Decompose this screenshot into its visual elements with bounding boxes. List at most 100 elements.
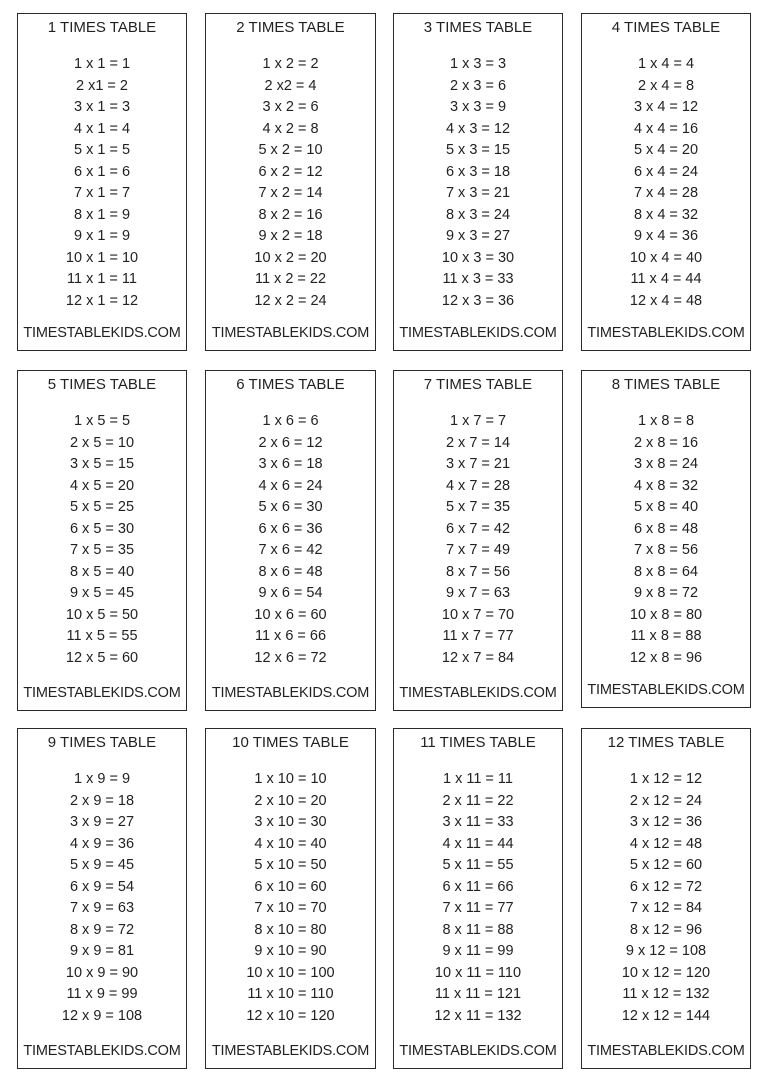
table-line: 7 x 12 = 84: [629, 900, 703, 917]
site-footer: TIMESTABLEKIDS.COM: [399, 1043, 557, 1059]
table-line: 10 x 8 = 80: [629, 606, 703, 623]
table-line: 12 x 9 = 108: [61, 1008, 143, 1025]
times-table-card: 10 TIMES TABLE 1 x 10 = 10 2 x 10 = 20 3 x …: [205, 728, 376, 1069]
table-line: 5 x 5 = 25: [69, 499, 135, 516]
table-line: 9 x 9 = 81: [69, 943, 135, 960]
table-line: 12 x 2 = 24: [254, 293, 327, 310]
site-footer: TIMESTABLEKIDS.COM: [211, 685, 370, 701]
table-line: 2 x 9 = 18: [69, 792, 135, 809]
table-line: 3 x 6 = 18: [258, 456, 323, 473]
table-line: 6 x 2 = 12: [258, 163, 323, 180]
site-footer: TIMESTABLEKIDS.COM: [211, 325, 370, 341]
table-line: 3 x 12 = 36: [629, 814, 703, 831]
table-line: 12 x 1 = 12: [65, 293, 139, 310]
table-line: 2 x1 = 2: [76, 77, 128, 94]
table-line: 6 x 8 = 48: [633, 520, 699, 537]
table-line: 2 x 11 = 22: [442, 792, 514, 809]
table-lines: 1 x 11 = 11 2 x 11 = 22 3 x 11 = 33 4 x 11 …: [394, 769, 562, 1028]
site-footer: TIMESTABLEKIDS.COM: [211, 1043, 370, 1059]
table-line: 4 x 4 = 16: [633, 120, 699, 137]
table-line: 8 x 8 = 64: [633, 563, 699, 580]
table-line: 3 x 9 = 27: [69, 814, 135, 831]
table-title: 10 TIMES TABLE: [232, 734, 349, 751]
table-line: 7 x 5 = 35: [69, 542, 135, 559]
table-line: 11 x 11 = 121: [434, 986, 522, 1003]
table-line: 7 x 7 = 49: [445, 542, 511, 559]
table-line: 11 x 12 = 132: [622, 986, 710, 1003]
table-title: 6 TIMES TABLE: [236, 376, 345, 393]
table-line: 6 x 1 = 6: [73, 163, 131, 180]
table-line: 6 x 5 = 30: [69, 520, 135, 537]
table-line: 8 x 2 = 16: [258, 206, 323, 223]
site-footer: TIMESTABLEKIDS.COM: [587, 682, 745, 698]
table-line: 6 x 10 = 60: [254, 878, 327, 895]
table-title: 7 TIMES TABLE: [423, 376, 533, 393]
table-line: 10 x 7 = 70: [441, 606, 515, 623]
times-table-card: 3 TIMES TABLE 1 x 3 = 3 2 x 3 = 6 3 x 3 = 9…: [393, 13, 563, 351]
table-line: 9 x 8 = 72: [633, 585, 699, 602]
table-lines: 1 x 6 = 6 2 x 6 = 12 3 x 6 = 18 4 x 6 = 24 5…: [206, 411, 375, 670]
site-footer: TIMESTABLEKIDS.COM: [23, 685, 181, 701]
table-line: 9 x 7 = 63: [445, 585, 511, 602]
table-title: 5 TIMES TABLE: [47, 376, 157, 393]
table-line: 8 x 3 = 24: [445, 206, 511, 223]
table-line: 4 x 5 = 20: [69, 477, 135, 494]
table-line: 1 x 1 = 1: [73, 56, 131, 72]
table-line: 9 x 4 = 36: [633, 228, 699, 245]
table-line: 2 x 3 = 6: [449, 77, 507, 94]
table-line: 6 x 6 = 36: [258, 520, 323, 537]
table-line: 10 x 4 = 40: [629, 249, 703, 266]
table-line: 8 x 10 = 80: [254, 921, 327, 938]
table-line: 8 x 9 = 72: [69, 921, 135, 938]
table-line: 12 x 4 = 48: [629, 293, 703, 310]
table-line: 4 x 9 = 36: [69, 835, 135, 852]
table-line: 2 x 5 = 10: [69, 434, 135, 451]
table-line: 3 x 1 = 3: [73, 99, 131, 116]
table-line: 4 x 7 = 28: [445, 477, 511, 494]
table-line: 10 x 9 = 90: [65, 964, 139, 981]
table-title: 8 TIMES TABLE: [611, 376, 721, 393]
table-line: 3 x 2 = 6: [262, 99, 319, 116]
table-line: 5 x 12 = 60: [629, 857, 703, 874]
table-line: 4 x 2 = 8: [262, 120, 319, 137]
table-line: 10 x 1 = 10: [65, 249, 139, 266]
table-lines: 1 x 9 = 9 2 x 9 = 18 3 x 9 = 27 4 x 9 = 36 5…: [18, 769, 186, 1028]
table-line: 6 x 12 = 72: [629, 878, 703, 895]
table-line: 7 x 3 = 21: [445, 185, 511, 202]
table-line: 7 x 9 = 63: [69, 900, 135, 917]
table-line: 7 x 8 = 56: [633, 542, 699, 559]
table-line: 7 x 10 = 70: [254, 900, 327, 917]
table-line: 2 x 4 = 8: [637, 77, 695, 94]
table-line: 11 x 8 = 88: [630, 628, 702, 645]
table-line: 4 x 3 = 12: [445, 120, 511, 137]
table-line: 3 x 7 = 21: [445, 456, 511, 473]
table-line: 12 x 11 = 132: [434, 1008, 522, 1025]
table-line: 5 x 4 = 20: [633, 142, 699, 159]
table-lines: 1 x 4 = 4 2 x 4 = 8 3 x 4 = 12 4 x 4 = 16 5 …: [582, 54, 750, 313]
table-line: 11 x 4 = 44: [630, 271, 702, 288]
table-line: 3 x 3 = 9: [449, 99, 507, 116]
table-lines: 1 x 7 = 7 2 x 7 = 14 3 x 7 = 21 4 x 7 = 28 5…: [394, 411, 562, 670]
table-line: 8 x 6 = 48: [258, 563, 323, 580]
table-line: 6 x 7 = 42: [445, 520, 511, 537]
table-line: 1 x 8 = 8: [637, 413, 695, 429]
table-line: 4 x 6 = 24: [258, 477, 323, 494]
table-line: 1 x 11 = 11: [442, 771, 513, 787]
table-line: 4 x 10 = 40: [254, 835, 327, 852]
table-line: 11 x 3 = 33: [442, 271, 514, 288]
table-line: 4 x 8 = 32: [633, 477, 699, 494]
table-lines: 1 x 10 = 10 2 x 10 = 20 3 x 10 = 30 4 x 10 …: [206, 769, 375, 1028]
table-line: 10 x 10 = 100: [246, 964, 335, 981]
table-title: 4 TIMES TABLE: [611, 19, 721, 36]
table-line: 1 x 5 = 5: [73, 413, 131, 429]
table-line: 9 x 12 = 108: [625, 943, 707, 960]
table-title: 12 TIMES TABLE: [607, 734, 725, 751]
table-line: 11 x 1 = 11: [66, 271, 137, 288]
table-line: 5 x 6 = 30: [258, 499, 323, 516]
table-title: 1 TIMES TABLE: [47, 19, 157, 36]
table-line: 1 x 10 = 10: [254, 771, 327, 787]
table-line: 8 x 1 = 9: [73, 206, 131, 223]
table-line: 7 x 11 = 77: [442, 900, 514, 917]
times-table-card: 11 TIMES TABLE 1 x 11 = 11 2 x 11 = 22 3 x …: [393, 728, 563, 1069]
times-table-card: 1 TIMES TABLE 1 x 1 = 1 2 x1 = 2 3 x 1 = 3 4…: [17, 13, 187, 351]
